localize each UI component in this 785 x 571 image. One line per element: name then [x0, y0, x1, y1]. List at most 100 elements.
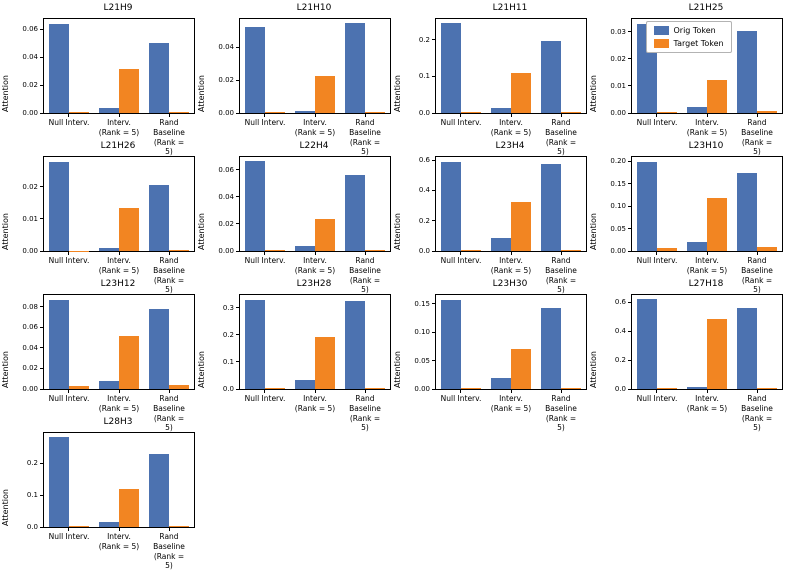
- bar-orig-token: [737, 173, 757, 251]
- bar-orig-token: [49, 162, 69, 251]
- bar-orig-token: [99, 381, 119, 389]
- chart-title: L23H28: [239, 279, 389, 289]
- y-tick-label: 0.2: [223, 331, 234, 339]
- x-tick-mark: [511, 252, 512, 255]
- bar-target-token: [265, 112, 285, 113]
- y-tick-label: 0.4: [419, 186, 430, 194]
- legend-label: Target Token: [674, 39, 724, 48]
- legend-swatch-target: [654, 39, 669, 48]
- bar-target-token: [69, 112, 89, 113]
- x-tick-label: Null Interv.: [637, 256, 678, 266]
- y-tick-label: 0.1: [419, 72, 430, 80]
- bar-target-token: [169, 385, 189, 389]
- bar-target-token: [461, 250, 481, 251]
- bar-orig-token: [687, 387, 707, 389]
- y-tick-mark: [432, 39, 435, 40]
- x-tick-label: Null Interv.: [49, 532, 90, 542]
- x-tick-mark: [656, 114, 657, 117]
- y-tick-mark: [628, 206, 631, 207]
- y-tick-mark: [432, 389, 435, 390]
- y-tick-label: 0.02: [218, 220, 234, 228]
- y-tick-label: 0.04: [218, 193, 234, 201]
- chart-title: L23H4: [435, 141, 585, 151]
- y-tick-mark: [432, 76, 435, 77]
- x-tick-mark: [561, 252, 562, 255]
- y-tick-label: 0.6: [419, 156, 430, 164]
- bar-target-token: [757, 247, 777, 251]
- x-tick-mark: [656, 252, 657, 255]
- y-tick-label: 0.02: [22, 183, 38, 191]
- bar-target-token: [707, 319, 727, 389]
- y-tick-label: 0.00: [22, 247, 38, 255]
- y-axis-label: Attention: [1, 294, 10, 388]
- y-tick-mark: [628, 161, 631, 162]
- x-tick-mark: [315, 390, 316, 393]
- bar-target-token: [561, 250, 581, 251]
- x-tick-mark: [68, 528, 69, 531]
- y-tick-mark: [628, 183, 631, 184]
- y-tick-label: 0.00: [414, 385, 430, 393]
- bar-target-token: [69, 526, 89, 527]
- y-tick-label: 0.08: [22, 303, 38, 311]
- y-tick-mark: [628, 360, 631, 361]
- bar-orig-token: [637, 299, 657, 389]
- bar-orig-token: [99, 108, 119, 113]
- bar-target-token: [757, 111, 777, 113]
- x-tick-label: Interv. (Rank = 5): [99, 532, 139, 552]
- y-tick-mark: [40, 527, 43, 528]
- bar-orig-token: [245, 27, 265, 113]
- y-tick-label: 0.0: [419, 109, 430, 117]
- legend-label: Orig Token: [674, 26, 716, 35]
- bar-orig-token: [687, 242, 707, 251]
- legend-entry: Orig Token: [654, 26, 724, 35]
- x-tick-mark: [460, 390, 461, 393]
- bar-target-token: [265, 388, 285, 389]
- y-tick-label: 0.02: [218, 76, 234, 84]
- y-axis-label: Attention: [589, 156, 598, 250]
- y-tick-label: 0.02: [610, 55, 626, 63]
- y-tick-mark: [236, 80, 239, 81]
- y-tick-label: 0.02: [22, 81, 38, 89]
- x-tick-label: Interv. (Rank = 5): [295, 118, 335, 138]
- y-tick-mark: [40, 218, 43, 219]
- x-tick-label: Null Interv.: [441, 256, 482, 266]
- x-tick-mark: [169, 114, 170, 117]
- bar-orig-token: [541, 164, 561, 251]
- bar-target-token: [657, 112, 677, 113]
- chart-title: L21H9: [43, 3, 193, 13]
- x-tick-mark: [707, 390, 708, 393]
- y-tick-label: 0.06: [22, 25, 38, 33]
- y-tick-mark: [628, 302, 631, 303]
- y-tick-label: 0.00: [218, 247, 234, 255]
- bar-orig-token: [345, 23, 365, 113]
- y-tick-mark: [628, 113, 631, 114]
- bar-orig-token: [49, 24, 69, 113]
- y-tick-mark: [432, 113, 435, 114]
- y-axis-label: Attention: [393, 294, 402, 388]
- bar-orig-token: [99, 522, 119, 527]
- chart-title: L21H26: [43, 141, 193, 151]
- bar-target-token: [461, 388, 481, 389]
- bar-target-token: [365, 250, 385, 251]
- y-tick-label: 0.05: [414, 357, 430, 365]
- bar-target-token: [511, 73, 531, 113]
- chart-title: L21H25: [631, 3, 781, 13]
- bar-orig-token: [295, 111, 315, 113]
- y-axis-label: Attention: [589, 294, 598, 388]
- y-tick-label: 0.15: [610, 180, 626, 188]
- bar-target-token: [315, 76, 335, 113]
- y-axis-label: Attention: [197, 294, 206, 388]
- bar-orig-token: [541, 41, 561, 113]
- bar-orig-token: [737, 31, 757, 113]
- y-tick-mark: [432, 160, 435, 161]
- y-tick-label: 0.00: [22, 385, 38, 393]
